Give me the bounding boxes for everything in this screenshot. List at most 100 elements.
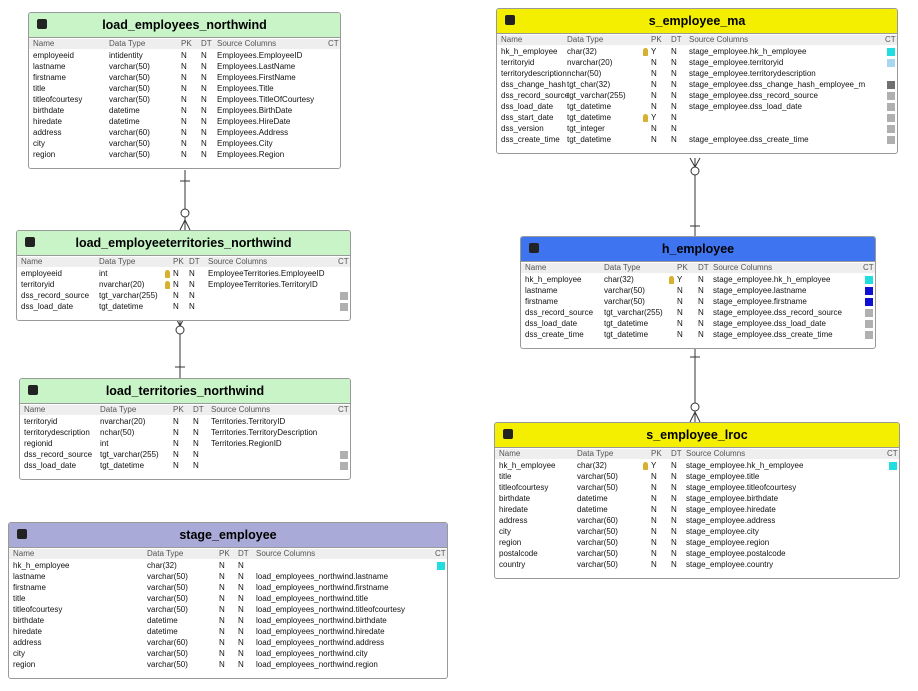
cell-dt: N [671,538,677,547]
cell-type: datetime [147,616,178,625]
cell-source: stage_employee.territoryid [689,58,784,67]
table: load_employeeterritories_northwind Name Da… [16,230,351,321]
cell-name: dss_load_date [21,302,74,311]
cell-source: Employees.TitleOfCourtesy [217,95,315,104]
cell-dt: N [201,150,207,159]
ct-swatch [340,451,348,459]
cell-source: Territories.TerritoryDescription [211,428,318,437]
cell-dt: N [193,417,199,426]
cell-dt: N [189,291,195,300]
cell-name: region [13,660,36,669]
cell-pk: N [677,308,683,317]
table-header: load_territories_northwind [20,379,350,404]
column-header: CT [885,35,896,44]
cell-type: varchar(50) [147,660,188,669]
cell-source: stage_employee.lastname [713,286,807,295]
column-header: Source Columns [208,257,268,266]
link [179,170,191,231]
cell-pk: N [651,80,657,89]
cell-pk: N [219,627,225,636]
cell-source: EmployeeTerritories.TerritoryID [208,280,318,289]
table-icon [503,429,513,439]
column-header: Name [501,35,523,44]
cell-name: birthdate [499,494,531,503]
table-title: load_employees_northwind [102,18,267,32]
cell-pk: Y [677,275,683,284]
cell-source: Employees.Address [217,128,289,137]
cell-name: titleofcourtesy [499,483,549,492]
cell-type: nvarchar(20) [100,417,146,426]
table-icon [17,529,27,539]
cell-type: datetime [109,117,140,126]
cell-type: tgt_datetime [100,461,145,470]
table-title: load_employeeterritories_northwind [75,236,292,250]
cell-type: datetime [577,494,608,503]
column-header-row [495,449,899,459]
cell-pk: N [219,649,225,658]
ct-swatch [887,81,895,89]
column-header: CT [863,263,874,272]
cell-name: address [13,638,42,647]
cell-name: city [33,139,45,148]
column-header: Name [525,263,547,272]
column-header-row [9,549,447,559]
cell-dt: N [671,516,677,525]
cell-type: varchar(50) [147,605,188,614]
cell-dt: N [189,302,195,311]
cell-name: firstname [525,297,558,306]
cell-dt: N [671,69,677,78]
cell-name: territoryid [21,280,55,289]
cell-type: varchar(50) [147,594,188,603]
cell-dt: N [238,649,244,658]
cell-dt: N [671,113,677,122]
cell-type: tgt_char(32) [567,80,611,89]
cell-name: territoryid [501,58,535,67]
cell-name: hiredate [13,627,42,636]
cell-name: lastname [13,572,46,581]
cell-source: stage_employee.region [686,538,770,547]
column-header: DT [201,39,212,48]
cell-source: Employees.HireDate [217,117,291,126]
column-header: PK [219,549,230,558]
cell-source: stage_employee.country [686,560,774,569]
cell-name: dss_create_time [501,135,560,144]
column-header: Name [499,449,521,458]
cell-name: firstname [33,73,66,82]
column-header-row [17,257,350,267]
cell-type: tgt_datetime [99,302,144,311]
cell-name: firstname [13,583,46,592]
cell-pk: Y [651,47,657,56]
cell-dt: N [201,106,207,115]
cell-source: load_employees_northwind.city [256,649,368,658]
cell-name: dss_start_date [501,113,554,122]
cell-pk: N [181,128,187,137]
cell-pk: Y [651,113,657,122]
cell-pk: N [677,330,683,339]
cell-pk: N [219,594,225,603]
ct-swatch [437,562,445,570]
ct-swatch [865,298,873,306]
cell-source: load_employees_northwind.address [256,638,385,647]
cell-name: territorydescription [24,428,90,437]
cell-type: datetime [109,106,140,115]
cell-name: dss_version [501,124,544,133]
table-title: load_territories_northwind [105,384,265,398]
cell-name: country [499,560,526,569]
cell-source: stage_employee.dss_load_date [713,319,826,328]
cell-source: Territories.RegionID [211,439,282,448]
cell-dt: N [193,461,199,470]
key-icon [165,270,170,278]
cell-name: dss_record_source [501,91,570,100]
column-header: Source Columns [217,39,277,48]
cell-type: varchar(50) [577,538,618,547]
cell-source: Employees.Region [217,150,285,159]
cell-type: varchar(50) [147,583,188,592]
cell-dt: N [671,124,677,133]
cell-type: varchar(50) [577,527,618,536]
cell-pk: N [651,527,657,536]
link [689,346,701,423]
cell-source: Employees.BirthDate [217,106,293,115]
cell-source: stage_employee.dss_create_time [713,330,833,339]
